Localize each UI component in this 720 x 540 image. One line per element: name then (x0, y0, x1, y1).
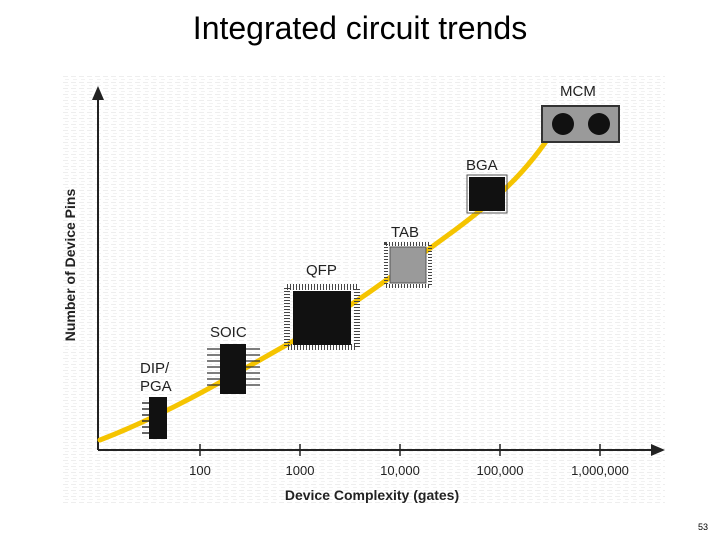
dip-label-line2: PGA (140, 378, 172, 395)
qfp-package (284, 284, 360, 350)
y-axis-label: Number of Device Pins (62, 189, 78, 342)
soic-label: SOIC (210, 324, 247, 341)
bga-package (466, 174, 508, 214)
x-tick-label-10000: 10,000 (380, 463, 420, 478)
page-number: 53 (697, 522, 708, 532)
x-tick-label-100: 100 (189, 463, 211, 478)
x-tick-label-1000: 1000 (286, 463, 315, 478)
axes: 100 1000 10,000 100,000 1,000,000 Device… (62, 86, 665, 503)
dip-label-line1: DIP/ (140, 360, 170, 377)
x-axis-arrow (651, 444, 665, 456)
slide-title: Integrated circuit trends (192, 10, 528, 46)
tab-package (384, 242, 432, 288)
bga-label: BGA (466, 157, 498, 174)
soic-package (207, 344, 260, 394)
dip-pga-package (142, 397, 167, 439)
x-axis-label: Device Complexity (gates) (285, 487, 459, 503)
x-tick-label-100000: 100,000 (477, 463, 524, 478)
mcm-label: MCM (560, 83, 596, 100)
y-axis-arrow (92, 86, 104, 100)
ic-trends-diagram: 100 1000 10,000 100,000 1,000,000 Device… (55, 70, 667, 508)
tab-label: TAB (391, 224, 419, 241)
x-tick-label-1000000: 1,000,000 (571, 463, 629, 478)
qfp-label: QFP (306, 262, 337, 279)
mcm-package (541, 105, 620, 143)
